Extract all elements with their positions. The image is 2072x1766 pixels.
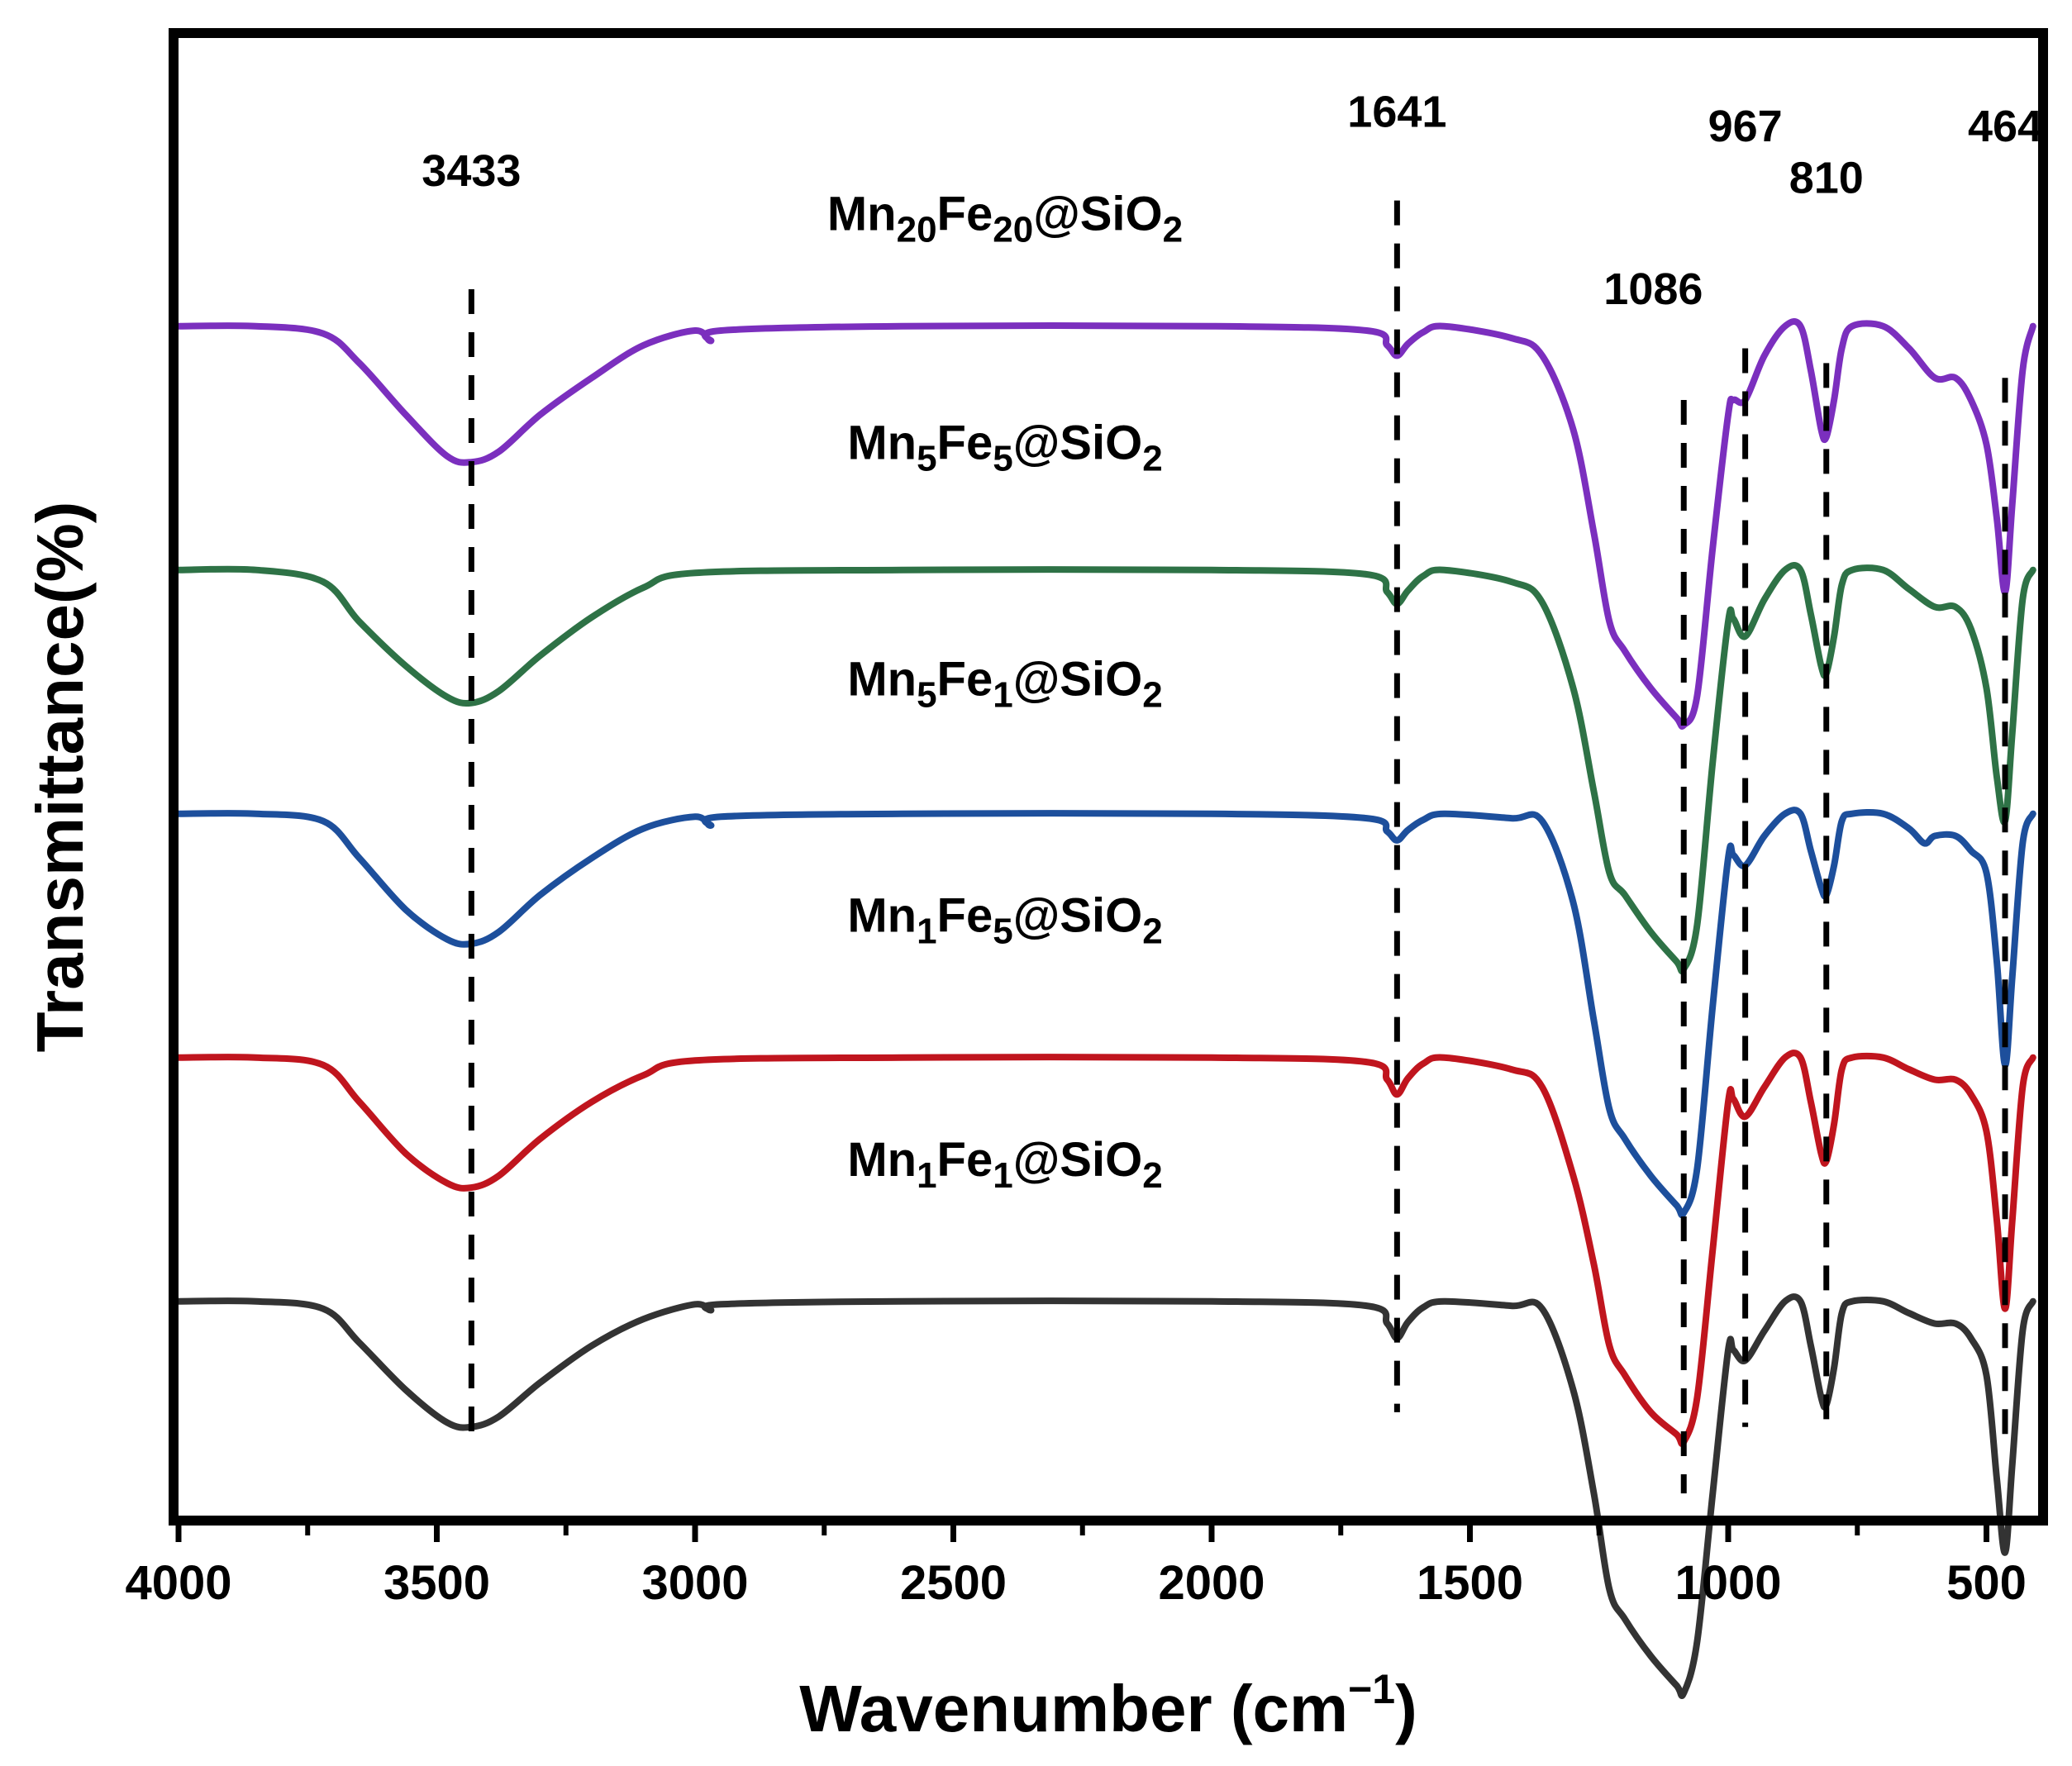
x-axis-title: Wavenumber (cm−1) [799,1666,1417,1745]
x-axis-ticks: 4000 3500 3000 2500 2000 1500 1000 500 [125,1526,2027,1610]
x-tick-label-2500: 2500 [900,1556,1007,1610]
peak-label-1086: 1086 [1603,264,1703,314]
x-tick-label-3000: 3000 [641,1556,748,1610]
x-tick-label-2000: 2000 [1158,1556,1265,1610]
series-line-3 [175,807,2036,1219]
peak-label-3433: 3433 [422,146,521,196]
x-tick-label-4000: 4000 [125,1556,231,1610]
x-tick-label-500: 500 [1946,1556,2027,1610]
plot-frame [169,28,2048,1526]
series-label-4: Mn1Fe5@SiO2 [847,889,1162,952]
x-tick-label-1500: 1500 [1417,1556,1523,1610]
x-axis-title-main: Wavenumber (cm [799,1672,1348,1745]
x-axis-title-unit-sup: −1 [1348,1666,1395,1712]
series-line-5 [175,1293,2036,1700]
x-tick-label-1000: 1000 [1674,1556,1781,1610]
series-label-3: Mn5Fe1@SiO2 [847,653,1162,716]
series-line-1 [175,318,2036,730]
series-line-2 [175,562,2036,975]
series-label-1: Mn20Fe20@SiO2 [827,187,1183,250]
x-tick-label-3500: 3500 [383,1556,490,1610]
series-label-5: Mn1Fe1@SiO2 [847,1133,1162,1196]
series-line-4 [175,1050,2036,1448]
peak-label-464: 464 [1968,102,2042,151]
x-axis-title-close: ) [1395,1672,1417,1745]
series-label-2: Mn5Fe5@SiO2 [847,417,1162,479]
peak-label-967: 967 [1708,102,1783,151]
peak-label-1641: 1641 [1347,87,1446,136]
peak-label-810: 810 [1789,154,1864,203]
y-axis-title: Transmittance(%) [23,502,97,1053]
